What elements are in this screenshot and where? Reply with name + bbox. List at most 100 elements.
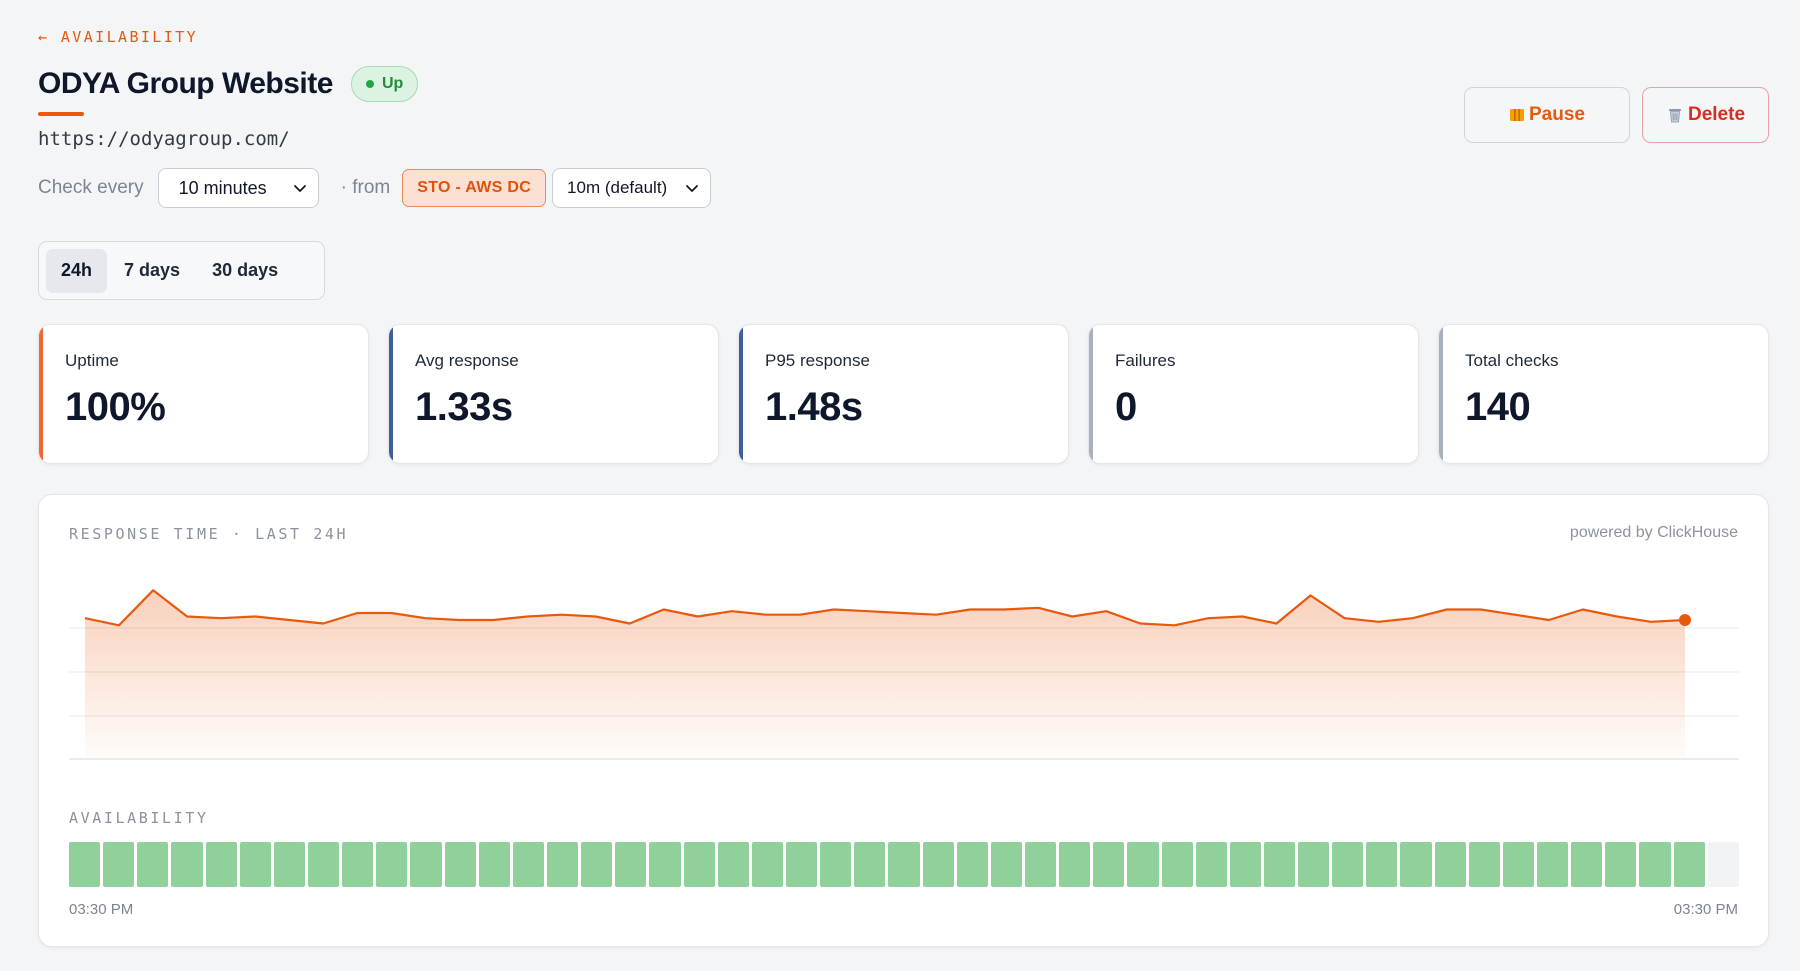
response-time-chart xyxy=(69,589,1739,760)
stat-label: Avg response xyxy=(415,351,519,370)
page-title: ODYA Group Website xyxy=(38,67,333,100)
latest-data-point xyxy=(1679,614,1691,626)
availability-segment-up xyxy=(376,842,408,887)
data-point xyxy=(968,607,973,612)
availability-segment-up xyxy=(1332,842,1364,887)
data-point xyxy=(934,612,939,617)
data-point xyxy=(729,609,734,614)
availability-segment-up xyxy=(512,842,544,887)
data-point xyxy=(457,618,462,623)
pause-icon xyxy=(1510,109,1524,121)
status-dot-icon xyxy=(365,80,374,88)
availability-segment-up xyxy=(854,842,886,887)
availability-segment-up xyxy=(990,842,1022,887)
pause-label: Pause xyxy=(1529,104,1585,125)
stat-accent xyxy=(1439,325,1443,463)
availability-segment-up xyxy=(1366,842,1398,887)
title-underline xyxy=(38,112,84,116)
data-point xyxy=(1546,618,1551,623)
region-interval-value: 10m (default) xyxy=(567,178,668,197)
stat-label: Uptime xyxy=(65,351,119,370)
data-point xyxy=(1104,609,1109,614)
time-start-label: 03:30 PM xyxy=(69,901,134,918)
data-point xyxy=(1036,605,1041,610)
availability-segment-up xyxy=(922,842,954,887)
availability-segment-up xyxy=(956,842,988,887)
region-chip[interactable]: STO - AWS DC xyxy=(402,169,547,207)
interval-select[interactable]: 10 minutes xyxy=(157,168,319,208)
availability-segment-up xyxy=(342,842,374,887)
stat-value: 100% xyxy=(65,385,166,429)
data-point xyxy=(321,621,326,626)
chevron-down-icon xyxy=(293,185,306,192)
availability-segment-up xyxy=(1400,842,1432,887)
data-point xyxy=(1138,621,1143,626)
back-to-availability-link[interactable]: ← AVAILABILITY xyxy=(38,28,199,46)
stat-accent xyxy=(1089,325,1093,463)
availability-segment-up xyxy=(1229,842,1261,887)
data-point xyxy=(1649,619,1654,624)
stat-card-avg-response: Avg response 1.33s xyxy=(388,324,719,464)
data-point xyxy=(1206,616,1211,621)
data-point xyxy=(1002,607,1007,612)
availability-segment-up xyxy=(307,842,340,887)
availability-segment-up xyxy=(1571,842,1603,887)
availability-segment-up xyxy=(820,842,852,887)
trash-icon xyxy=(1668,109,1681,123)
availability-segment-up xyxy=(615,842,647,887)
data-point xyxy=(389,611,394,616)
stat-accent xyxy=(739,325,743,463)
availability-segment-up xyxy=(751,842,783,887)
availability-segment-up xyxy=(444,842,476,887)
stat-value: 140 xyxy=(1465,385,1531,429)
data-point xyxy=(253,614,258,619)
data-point xyxy=(831,607,836,612)
tab-30-days[interactable]: 30 days xyxy=(212,260,279,280)
data-point xyxy=(423,616,428,621)
chevron-down-icon xyxy=(686,185,698,192)
data-point xyxy=(1478,607,1483,612)
response-time-area xyxy=(85,590,1685,759)
data-point xyxy=(1580,607,1585,612)
availability-segment-up xyxy=(69,842,101,887)
tab-24h[interactable]: 24h xyxy=(46,248,108,293)
stat-card-total-checks: Total checks 140 xyxy=(1438,324,1769,464)
stat-value: 0 xyxy=(1115,385,1137,429)
data-point xyxy=(1274,621,1279,626)
availability-segment-up xyxy=(649,842,681,887)
data-point xyxy=(1376,619,1381,624)
stat-card-uptime: Uptime 100% xyxy=(38,324,369,464)
availability-title: AVAILABILITY xyxy=(69,809,209,827)
data-point xyxy=(525,614,530,619)
data-point xyxy=(797,612,802,617)
availability-segment-up xyxy=(581,842,613,887)
chart-title: RESPONSE TIME · LAST 24H xyxy=(69,525,349,543)
stat-label: Total checks xyxy=(1465,351,1559,370)
availability-segment-up xyxy=(1434,842,1466,887)
tab-7-days[interactable]: 7 days xyxy=(124,260,181,280)
data-point xyxy=(83,616,88,621)
availability-segment-up xyxy=(785,842,818,887)
pause-button[interactable]: Pause xyxy=(1464,87,1630,143)
data-point xyxy=(117,623,122,628)
availability-segment-up xyxy=(1263,842,1296,887)
region-interval-select[interactable]: 10m (default) xyxy=(552,168,712,208)
delete-button[interactable]: Delete xyxy=(1642,87,1769,143)
availability-segment-up xyxy=(205,842,237,887)
availability-segment-up xyxy=(683,842,715,887)
stat-card-p95-response: P95 response 1.48s xyxy=(738,324,1069,464)
data-point xyxy=(355,611,360,616)
availability-segment-up xyxy=(103,842,135,887)
stat-accent xyxy=(389,325,393,463)
data-point xyxy=(1308,593,1313,598)
availability-segment-up xyxy=(410,842,442,887)
availability-segment-up xyxy=(1468,842,1500,887)
data-point xyxy=(866,609,871,614)
availability-segment-up xyxy=(1639,842,1671,887)
data-point xyxy=(1444,607,1449,612)
availability-segment-up xyxy=(546,842,579,887)
from-label: · from xyxy=(340,177,391,198)
range-tabs: 24h 7 days 30 days xyxy=(38,241,325,300)
data-point xyxy=(1512,612,1517,617)
availability-segment-up xyxy=(137,842,169,887)
